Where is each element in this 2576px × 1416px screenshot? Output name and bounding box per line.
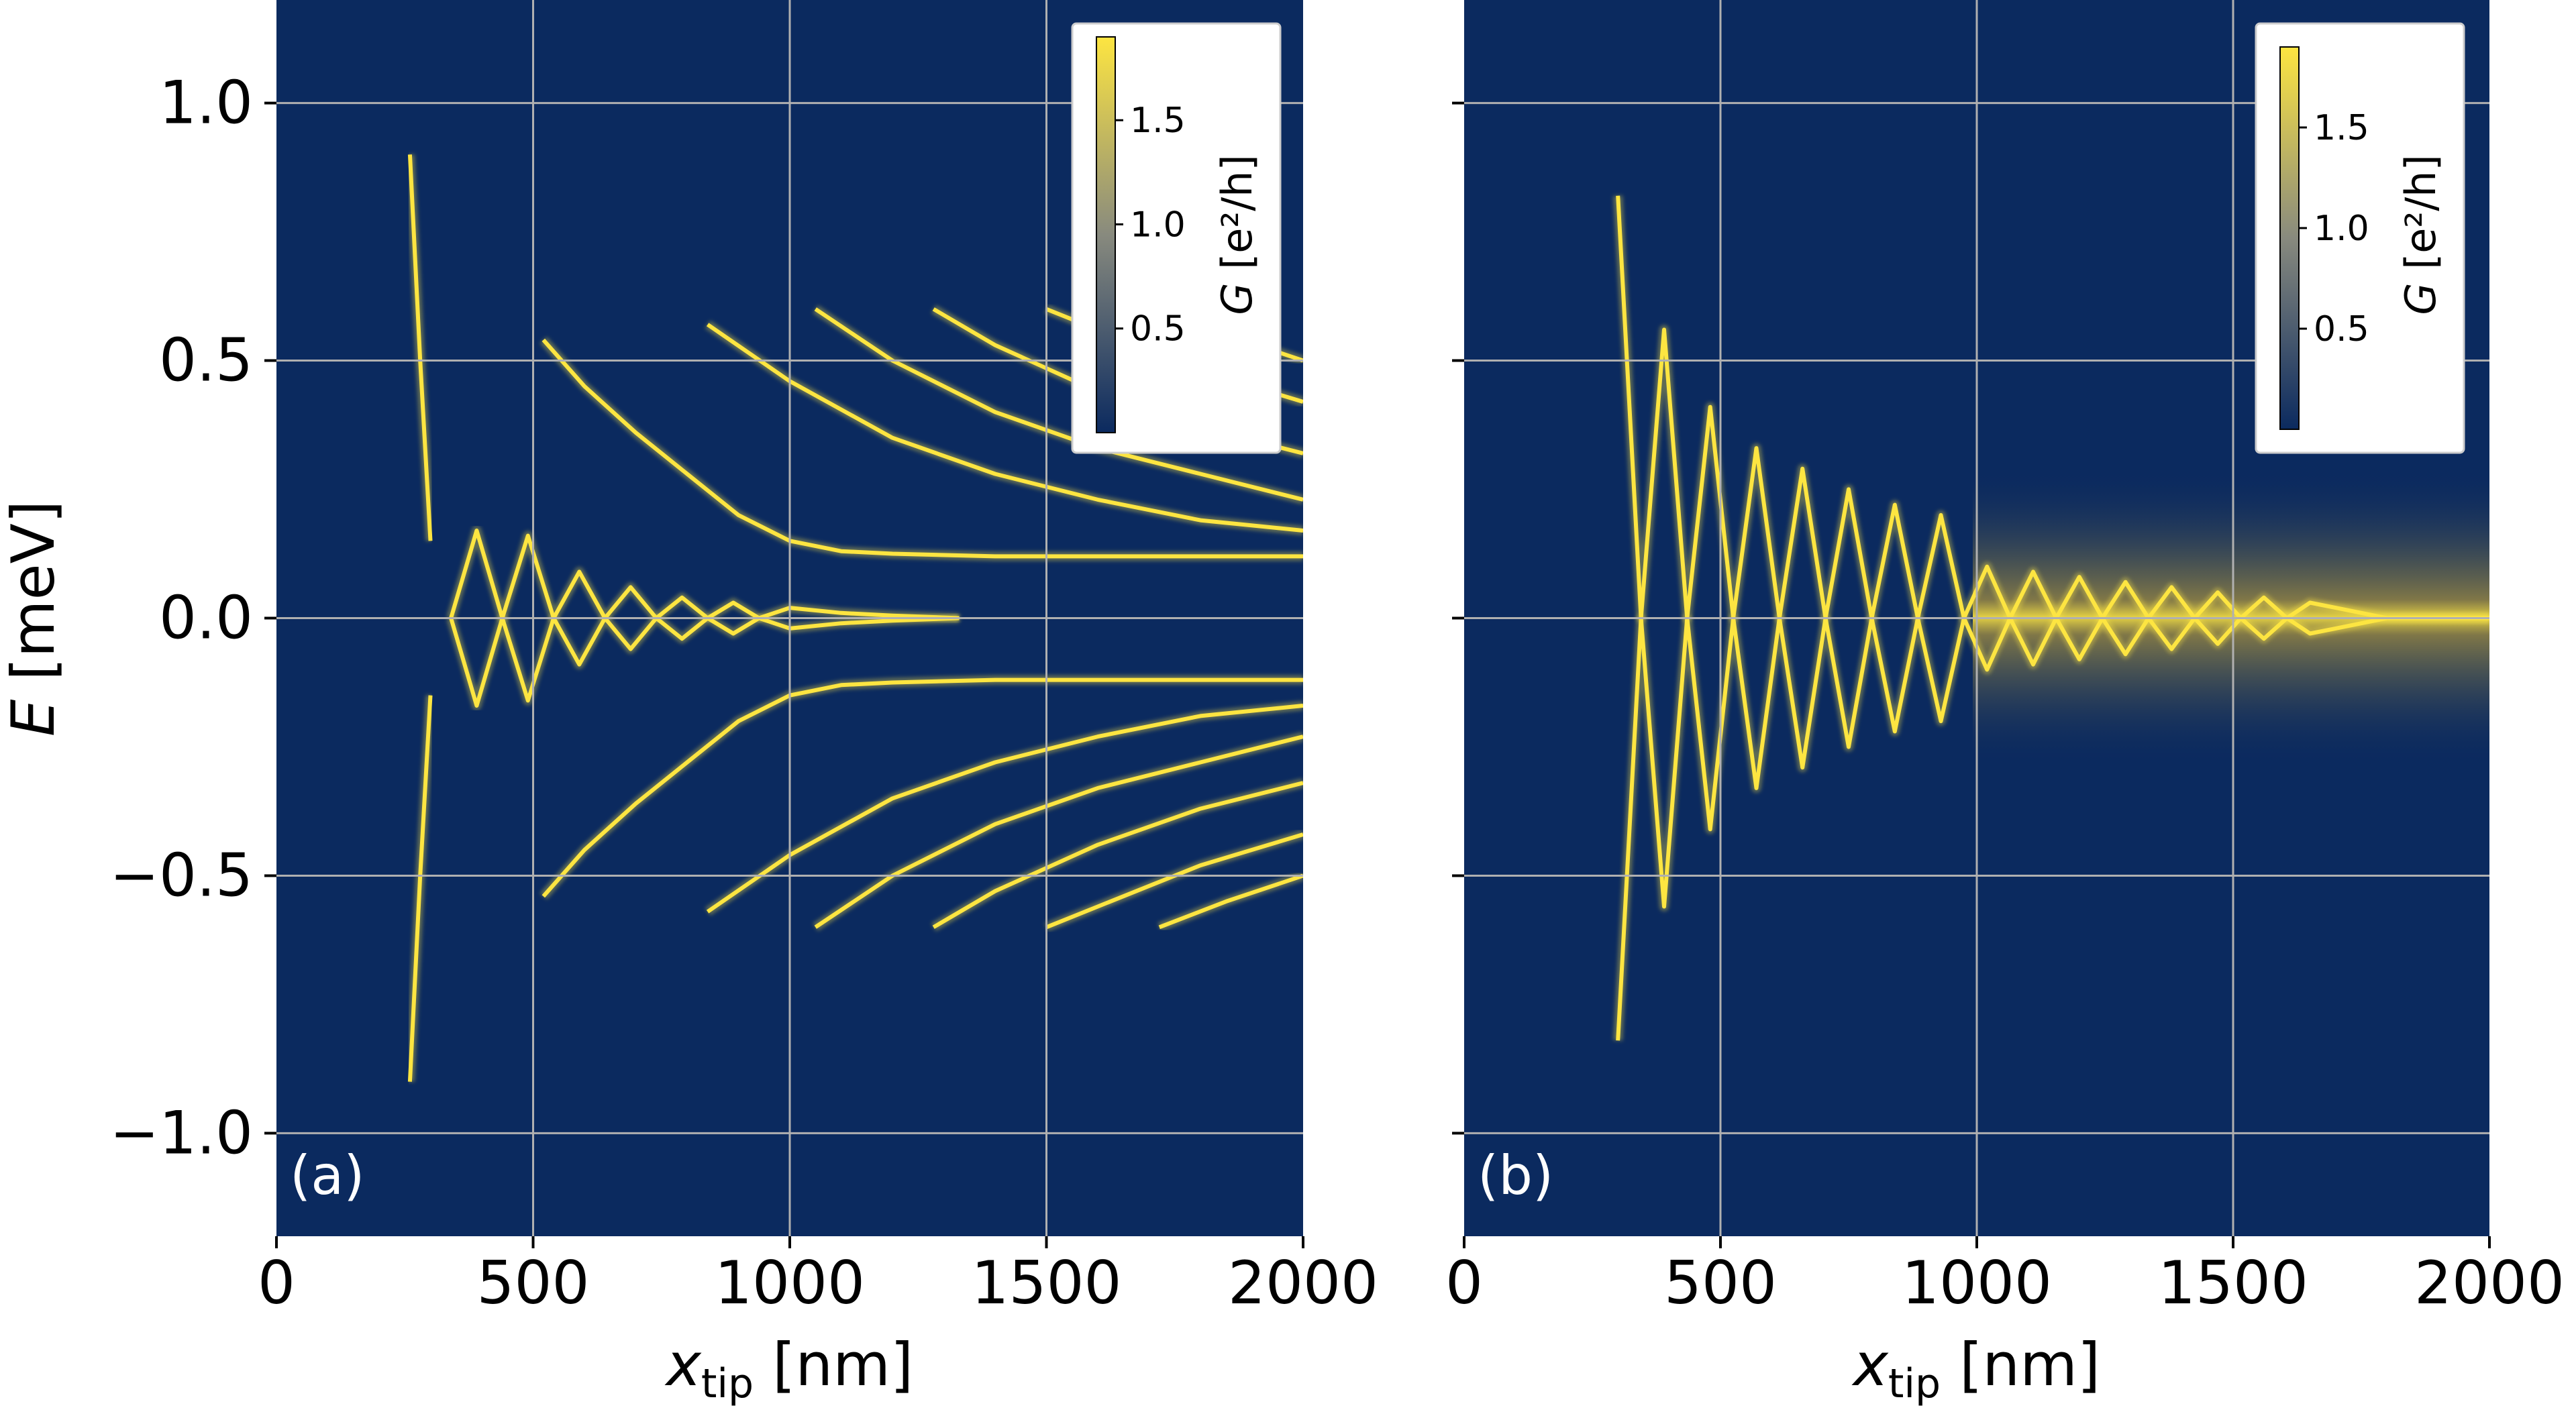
colorbar-frame-a xyxy=(1071,22,1282,454)
colorbar-label-main-b: G xyxy=(2396,283,2445,315)
x-tick-label-b-2: 1000 xyxy=(1902,1248,2052,1317)
x-tick-label-b-1: 500 xyxy=(1664,1248,1777,1317)
colorbar-tick-label-a-2: 1.5 xyxy=(1130,101,1186,141)
x-tick-label-a-2: 1000 xyxy=(715,1248,865,1317)
y-tick-label-a-2: 0.0 xyxy=(159,584,253,653)
x-tick-label-b-3: 1500 xyxy=(2158,1248,2308,1317)
y-label-unit: [meV] xyxy=(0,500,68,700)
y-tick-label-a-4: −1.0 xyxy=(109,1098,253,1167)
series-line-a-9 xyxy=(932,781,1303,929)
colorbar-b: 0.5 1.0 1.5 G [e²/h] xyxy=(2255,22,2465,454)
colorbar-gradient-a xyxy=(1096,36,1116,433)
y-tick-label-a-1: 0.5 xyxy=(159,326,253,395)
colorbar-tick-label-b-2: 1.5 xyxy=(2314,108,2369,148)
colorbar-frame-b xyxy=(2255,22,2465,454)
y-tick-label-a-3: −0.5 xyxy=(109,840,253,910)
colorbar-tick-label-a-1: 1.0 xyxy=(1130,205,1186,245)
x-label-sub-a: tip xyxy=(701,1360,754,1407)
x-axis-label-a: xtip [nm] xyxy=(664,1330,914,1407)
x-tick-label-a-1: 500 xyxy=(477,1248,590,1317)
x-tick-label-b-0: 0 xyxy=(1445,1248,1483,1317)
y-tick-label-a-0: 1.0 xyxy=(159,68,253,138)
panel-label-b: (b) xyxy=(1478,1144,1553,1207)
x-tick-label-a-4: 2000 xyxy=(1228,1248,1378,1317)
x-axis-label-b: xtip [nm] xyxy=(1851,1330,2101,1407)
panel-b: 0 500 1000 1500 2000 (b) xtip [nm] 0.5 1.0 1.5… xyxy=(1445,0,2565,1407)
panel-label-a: (a) xyxy=(290,1144,364,1207)
x-ticks-a: 0 500 1000 1500 2000 xyxy=(258,1236,1378,1317)
colorbar-tick-label-b-0: 0.5 xyxy=(2314,309,2369,349)
colorbar-tick-label-b-1: 1.0 xyxy=(2314,209,2369,249)
series-line-a-3 xyxy=(542,677,1303,898)
y-ticks-b xyxy=(1452,101,1464,1135)
x-tick-label-a-3: 1500 xyxy=(972,1248,1122,1317)
colorbar-tick-label-a-0: 0.5 xyxy=(1130,309,1186,349)
series-line-a-11 xyxy=(1045,832,1303,930)
y-label-main: E xyxy=(0,699,68,737)
x-tick-label-b-4: 2000 xyxy=(2414,1248,2565,1317)
colorbar-label-main-a: G xyxy=(1213,283,1261,315)
x-label-main-b: x xyxy=(1851,1330,1889,1399)
colorbar-label-unit-b: [e²/h] xyxy=(2396,154,2445,270)
y-ticks-a: 1.0 0.5 0.0 −0.5 −1.0 xyxy=(109,68,276,1167)
x-label-main-a: x xyxy=(664,1330,702,1399)
colorbar-ticks-a: 0.5 1.0 1.5 xyxy=(1115,101,1186,349)
x-label-unit-a: [nm] xyxy=(754,1330,913,1399)
x-tick-label-a-0: 0 xyxy=(258,1248,295,1317)
panel-a: 1.0 0.5 0.0 −0.5 −1.0 0 500 1000 1500 2000 (a) x… xyxy=(0,0,1378,1407)
colorbar-label-a: G [e²/h] xyxy=(1213,154,1261,315)
x-label-sub-b: tip xyxy=(1888,1360,1941,1407)
colorbar-ticks-b: 0.5 1.0 1.5 xyxy=(2299,108,2369,349)
colorbar-a: 0.5 1.0 1.5 G [e²/h] xyxy=(1071,22,1282,454)
colorbar-label-unit-a: [e²/h] xyxy=(1213,154,1261,270)
series-line-a-13 xyxy=(1158,873,1303,930)
series-line-a-2 xyxy=(542,338,1303,559)
colorbar-gradient-b xyxy=(2279,46,2300,430)
y-axis-label: E [meV] xyxy=(0,500,68,737)
x-ticks-b: 0 500 1000 1500 2000 xyxy=(1445,1236,2565,1317)
colorbar-label-b: G [e²/h] xyxy=(2396,154,2445,315)
x-label-unit-b: [nm] xyxy=(1941,1330,2100,1399)
